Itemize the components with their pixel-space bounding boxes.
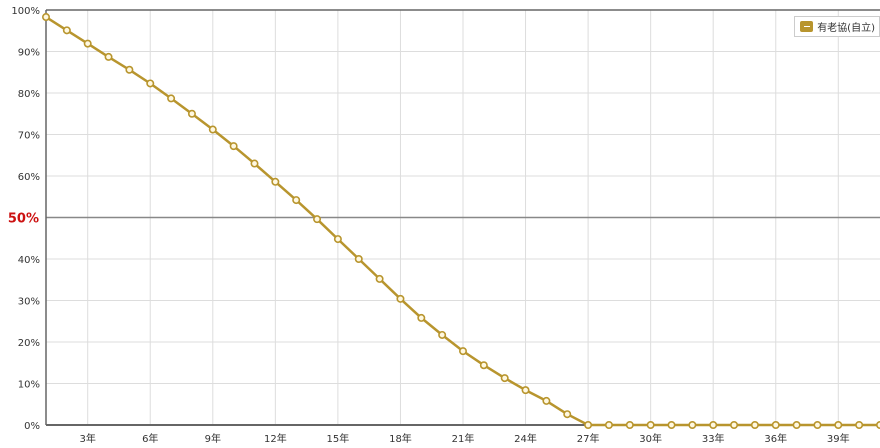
data-point xyxy=(313,215,322,224)
x-tick-label: 15年 xyxy=(327,432,350,445)
data-point xyxy=(771,420,780,429)
data-point xyxy=(62,26,71,35)
data-point xyxy=(521,386,530,395)
data-point xyxy=(584,420,593,429)
x-tick-label: 33年 xyxy=(702,432,725,445)
data-point xyxy=(855,420,864,429)
y-axis-tick-labels: 0% 10% 20% 30% 40% 50% 60% 70% 80% 90% 100% xyxy=(8,6,40,432)
data-point xyxy=(688,420,697,429)
data-point xyxy=(750,420,759,429)
data-point xyxy=(458,347,467,356)
y-tick-label: 80% xyxy=(18,89,40,100)
x-tick-label: 3年 xyxy=(80,432,96,445)
data-point xyxy=(542,396,551,405)
data-point xyxy=(625,420,634,429)
x-tick-label: 9年 xyxy=(205,432,221,445)
y-tick-label: 100% xyxy=(11,6,40,17)
x-axis-tick-labels: 3年 6年 9年 12年 15年 18年 21年 24年 27年 30年 33年 36年 39年 xyxy=(80,432,850,445)
data-point xyxy=(250,159,259,168)
data-point xyxy=(208,125,217,134)
y-tick-label: 70% xyxy=(18,131,40,142)
x-tick-label: 36年 xyxy=(764,432,787,445)
data-point xyxy=(354,255,363,264)
legend-swatch-icon xyxy=(800,21,814,32)
data-point xyxy=(41,13,50,22)
data-point xyxy=(667,420,676,429)
data-point xyxy=(604,420,613,429)
data-point xyxy=(125,65,134,74)
data-point xyxy=(83,39,92,48)
y-tick-label: 20% xyxy=(18,338,40,349)
data-point xyxy=(271,177,280,186)
y-tick-label: 0% xyxy=(24,421,40,432)
series-layer xyxy=(41,13,880,429)
data-point xyxy=(438,330,447,339)
data-point xyxy=(167,94,176,103)
x-tick-label: 27年 xyxy=(577,432,600,445)
data-point xyxy=(792,420,801,429)
x-tick-label: 30年 xyxy=(639,432,662,445)
data-point xyxy=(417,313,426,322)
y-tick-label-highlight: 50% xyxy=(8,212,39,227)
data-point xyxy=(187,109,196,118)
data-point xyxy=(333,235,342,244)
data-point xyxy=(500,374,509,383)
horizontal-gridlines xyxy=(46,51,880,384)
data-point xyxy=(813,420,822,429)
data-point xyxy=(646,420,655,429)
data-point xyxy=(292,196,301,205)
x-tick-label: 6年 xyxy=(142,432,158,445)
data-point xyxy=(834,420,843,429)
x-tick-label: 18年 xyxy=(389,432,412,445)
x-tick-label: 39年 xyxy=(827,432,850,445)
y-tick-label: 40% xyxy=(18,255,40,266)
x-tick-label: 21年 xyxy=(452,432,475,445)
data-point xyxy=(375,274,384,283)
y-tick-label: 90% xyxy=(18,48,40,59)
data-point xyxy=(146,79,155,88)
data-point xyxy=(563,410,572,419)
data-point xyxy=(709,420,718,429)
legend-label: 有老協(自立) xyxy=(817,23,875,34)
y-tick-label: 10% xyxy=(18,380,40,391)
y-tick-label: 60% xyxy=(18,172,40,183)
y-tick-label: 30% xyxy=(18,297,40,308)
data-point xyxy=(479,361,488,370)
data-point xyxy=(396,294,405,303)
data-point xyxy=(104,52,113,61)
data-point xyxy=(229,142,238,151)
legend[interactable]: 有老協(自立) xyxy=(794,16,880,37)
data-point xyxy=(730,420,739,429)
x-tick-label: 24年 xyxy=(514,432,537,445)
x-tick-label: 12年 xyxy=(264,432,287,445)
